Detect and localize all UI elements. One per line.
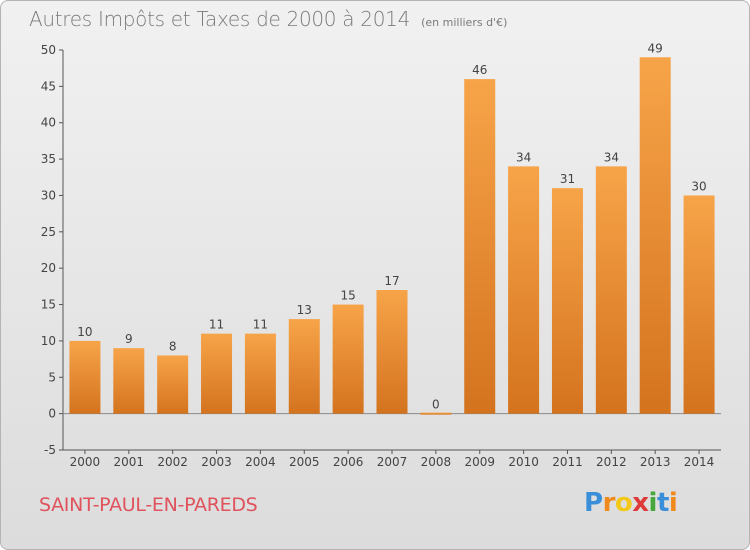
- x-tick-label-2010: 2010: [508, 455, 539, 469]
- x-tick-label-2012: 2012: [596, 455, 627, 469]
- bar-2002: [157, 355, 189, 414]
- bar-2013: [639, 57, 671, 414]
- y-tick-label: 40: [41, 116, 56, 130]
- x-tick-label-2008: 2008: [421, 455, 452, 469]
- x-tick-label-2001: 2001: [114, 455, 145, 469]
- bar-layer: [69, 57, 715, 415]
- x-tick-label-2006: 2006: [333, 455, 364, 469]
- y-tick-label: 35: [41, 152, 56, 166]
- value-label-2007: 17: [384, 274, 399, 288]
- value-label-2002: 8: [169, 339, 177, 353]
- chart-title: Autres Impôts et Taxes de 2000 à 2014: [29, 7, 410, 31]
- x-tick-label-2002: 2002: [157, 455, 188, 469]
- bar-2001: [113, 348, 145, 414]
- value-label-2009: 46: [472, 63, 487, 77]
- x-tick-label-2004: 2004: [245, 455, 276, 469]
- proxiti-logo[interactable]: Proxiti: [584, 488, 678, 518]
- bar-2007: [376, 290, 408, 414]
- axis-layer: -5 0 5 10 15 20 25 30 35 40 45 50 2000 2001 2002 2003 20…: [41, 43, 721, 469]
- value-label-2012: 34: [604, 150, 619, 164]
- bar-2008: [420, 412, 452, 415]
- value-label-2001: 9: [125, 332, 133, 346]
- bar-2009: [464, 79, 496, 414]
- x-tick-label-2007: 2007: [377, 455, 408, 469]
- y-tick-label: 30: [41, 188, 56, 202]
- bar-2012: [595, 166, 627, 414]
- x-tick-label-2014: 2014: [684, 455, 715, 469]
- bar-2011: [551, 188, 583, 414]
- y-tick-label: 15: [41, 298, 56, 312]
- logo-letter: i: [648, 488, 658, 518]
- value-label-2005: 13: [297, 303, 312, 317]
- x-tick-label-2005: 2005: [289, 455, 320, 469]
- logo-letter: i: [668, 488, 678, 518]
- bar-2000: [69, 340, 101, 414]
- x-tick-label-2013: 2013: [640, 455, 671, 469]
- y-tick-label: 10: [41, 334, 56, 348]
- x-tick-label-2000: 2000: [70, 455, 101, 469]
- y-tick-label: 50: [41, 43, 56, 57]
- x-tick-label-2003: 2003: [201, 455, 232, 469]
- value-label-2014: 30: [691, 179, 706, 193]
- value-label-2013: 49: [648, 41, 663, 55]
- y-tick-label: 25: [41, 225, 56, 239]
- y-tick-label: 5: [48, 370, 56, 384]
- logo-letter: x: [632, 488, 649, 518]
- logo-letter: o: [614, 488, 633, 518]
- commune-name: SAINT-PAUL-EN-PAREDS: [39, 494, 258, 516]
- chart-subtitle: (en milliers d'€): [421, 16, 508, 29]
- logo-letter: r: [602, 488, 616, 518]
- bar-2005: [288, 319, 320, 414]
- x-tick-label-2011: 2011: [552, 455, 583, 469]
- bar-2010: [508, 166, 540, 414]
- bar-2003: [201, 333, 233, 414]
- value-label-2000: 10: [77, 325, 92, 339]
- value-label-2004: 11: [253, 318, 268, 332]
- y-tick-label: 45: [41, 79, 56, 93]
- title-row: Autres Impôts et Taxes de 2000 à 2014 (e…: [29, 7, 507, 31]
- label-layer: 10 9 8 11 11 13 15 17 0 46 34 31 34 49 30: [77, 41, 706, 411]
- y-tick-label: 20: [41, 261, 56, 275]
- value-label-2006: 15: [340, 289, 355, 303]
- bar-2014: [683, 195, 715, 414]
- value-label-2003: 11: [209, 318, 224, 332]
- logo-letter: t: [656, 488, 669, 518]
- logo-letter: P: [584, 488, 603, 518]
- value-label-2011: 31: [560, 172, 575, 186]
- value-label-2010: 34: [516, 150, 531, 164]
- x-tick-label-2009: 2009: [464, 455, 495, 469]
- y-tick-label: 0: [48, 407, 56, 421]
- y-tick-label: -5: [44, 443, 56, 457]
- value-label-2008: 0: [432, 398, 440, 412]
- bar-2004: [244, 333, 276, 414]
- bar-2006: [332, 304, 364, 414]
